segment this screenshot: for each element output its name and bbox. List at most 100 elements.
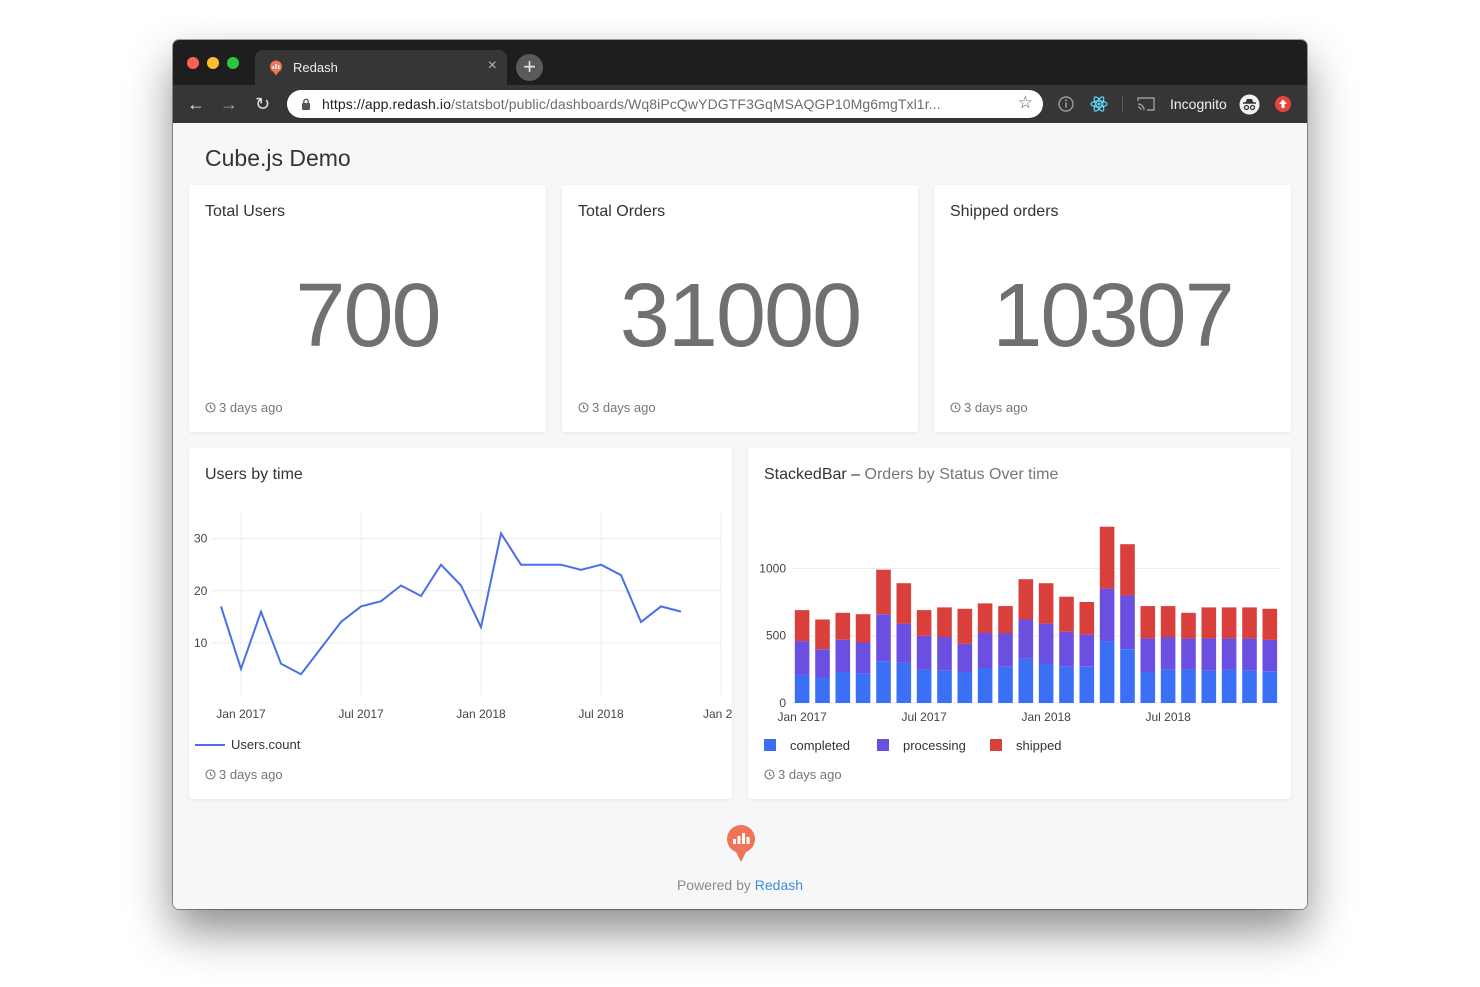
bar-completed[interactable] [1160, 669, 1176, 703]
bar-completed[interactable] [794, 674, 810, 703]
bar-processing[interactable] [1181, 638, 1196, 670]
bar-shipped[interactable] [1140, 606, 1156, 639]
bar-processing[interactable] [1140, 638, 1156, 673]
new-tab-button[interactable]: + [516, 54, 543, 81]
bar-processing[interactable] [1079, 634, 1095, 667]
info-extension-icon[interactable] [1057, 95, 1075, 113]
bar-completed[interactable] [916, 669, 932, 703]
react-devtools-icon[interactable] [1089, 95, 1109, 113]
bar-processing[interactable] [1120, 595, 1135, 650]
bar-processing[interactable] [1018, 619, 1034, 659]
users-by-time-chart[interactable]: 10 20 30 Jan 2017 Jul 2017 Jan 2018 Jul 2018 Ja… [189, 448, 732, 799]
bar-shipped[interactable] [1201, 607, 1217, 639]
url-text: https://app.redash.io/statsbot/public/da… [322, 96, 941, 112]
redash-link[interactable]: Redash [754, 877, 804, 893]
bar-completed[interactable] [1262, 671, 1278, 703]
bar-processing[interactable] [1059, 631, 1074, 667]
bar-completed[interactable] [1059, 666, 1074, 703]
bar-processing[interactable] [998, 633, 1013, 667]
bar-completed[interactable] [855, 673, 871, 703]
bar-completed[interactable] [1242, 670, 1257, 703]
legend-label[interactable]: shipped [1016, 738, 1062, 753]
browser-tab[interactable]: Redash × [255, 50, 507, 85]
bar-shipped[interactable] [876, 569, 891, 615]
tab-close-icon[interactable]: × [487, 57, 497, 74]
bar-shipped[interactable] [1079, 602, 1095, 635]
bar-processing[interactable] [876, 614, 891, 662]
bar-shipped[interactable] [896, 583, 912, 624]
bar-shipped[interactable] [815, 619, 830, 650]
bar-shipped[interactable] [1059, 596, 1074, 632]
legend-label[interactable]: processing [903, 738, 966, 753]
bar-completed[interactable] [1221, 669, 1237, 703]
close-window-button[interactable] [187, 57, 199, 69]
minimize-window-button[interactable] [207, 57, 219, 69]
bar-completed[interactable] [937, 670, 952, 703]
legend-label[interactable]: completed [790, 738, 850, 753]
bar-shipped[interactable] [835, 612, 851, 640]
last-updated-text: 3 days ago [778, 767, 842, 782]
bar-completed[interactable] [957, 672, 973, 703]
maximize-window-button[interactable] [227, 57, 239, 69]
forward-arrow-icon[interactable]: → [220, 94, 238, 114]
bar-shipped[interactable] [977, 603, 993, 633]
bar-processing[interactable] [794, 641, 810, 675]
bar-shipped[interactable] [1160, 606, 1176, 638]
incognito-icon[interactable] [1239, 94, 1260, 115]
bar-processing[interactable] [1242, 638, 1257, 671]
bar-completed[interactable] [1038, 664, 1054, 703]
legend-label[interactable]: Users.count [231, 737, 301, 752]
bar-completed[interactable] [835, 672, 851, 703]
bar-shipped[interactable] [1120, 544, 1135, 596]
orders-by-status-chart[interactable]: 0 500 1000 Jan 2017 Jul 2017 Jan 2018 Jul 2018… [748, 448, 1291, 799]
bar-shipped[interactable] [937, 607, 952, 637]
bar-processing[interactable] [1160, 637, 1176, 670]
bar-processing[interactable] [896, 623, 912, 663]
bar-processing[interactable] [1262, 639, 1278, 672]
bar-completed[interactable] [1099, 641, 1115, 703]
bar-completed[interactable] [876, 661, 891, 703]
series-line-users-count[interactable] [220, 530, 682, 676]
bar-completed[interactable] [896, 662, 912, 703]
bar-shipped[interactable] [1038, 583, 1054, 624]
address-bar[interactable]: https://app.redash.io/statsbot/public/da… [287, 90, 1043, 118]
history-icon [764, 769, 775, 780]
bar-completed[interactable] [1079, 666, 1095, 703]
bar-completed[interactable] [1201, 670, 1217, 703]
bar-shipped[interactable] [1181, 612, 1196, 639]
bar-processing[interactable] [1221, 638, 1237, 670]
bar-shipped[interactable] [957, 608, 973, 644]
bar-shipped[interactable] [1221, 607, 1237, 639]
bookmark-star-icon[interactable]: ☆ [1017, 93, 1033, 112]
update-arrow-icon[interactable] [1274, 95, 1292, 113]
bar-processing[interactable] [815, 649, 830, 678]
bar-completed[interactable] [1140, 672, 1156, 703]
reload-icon[interactable]: ↻ [255, 94, 271, 114]
bar-shipped[interactable] [1018, 579, 1034, 620]
bar-shipped[interactable] [794, 610, 810, 642]
cast-icon[interactable] [1136, 95, 1156, 113]
bar-completed[interactable] [1120, 649, 1135, 703]
bar-shipped[interactable] [855, 614, 871, 643]
bar-completed[interactable] [977, 668, 993, 703]
bar-shipped[interactable] [1242, 607, 1257, 639]
bar-processing[interactable] [916, 635, 932, 670]
bar-completed[interactable] [998, 666, 1013, 703]
bar-processing[interactable] [1038, 623, 1054, 664]
bar-completed[interactable] [815, 677, 830, 703]
bar-processing[interactable] [937, 637, 952, 671]
bar-shipped[interactable] [998, 606, 1013, 633]
back-arrow-icon[interactable]: ← [187, 94, 205, 114]
bar-processing[interactable] [957, 643, 973, 673]
bar-processing[interactable] [855, 642, 871, 674]
last-updated: 3 days ago [205, 767, 283, 782]
bar-processing[interactable] [1099, 588, 1115, 642]
bar-completed[interactable] [1181, 669, 1196, 703]
bar-shipped[interactable] [1262, 608, 1278, 640]
bar-processing[interactable] [1201, 638, 1217, 671]
bar-processing[interactable] [835, 639, 851, 672]
bar-shipped[interactable] [916, 610, 932, 636]
bar-shipped[interactable] [1099, 526, 1115, 589]
bar-processing[interactable] [977, 633, 993, 668]
bar-completed[interactable] [1018, 658, 1034, 703]
